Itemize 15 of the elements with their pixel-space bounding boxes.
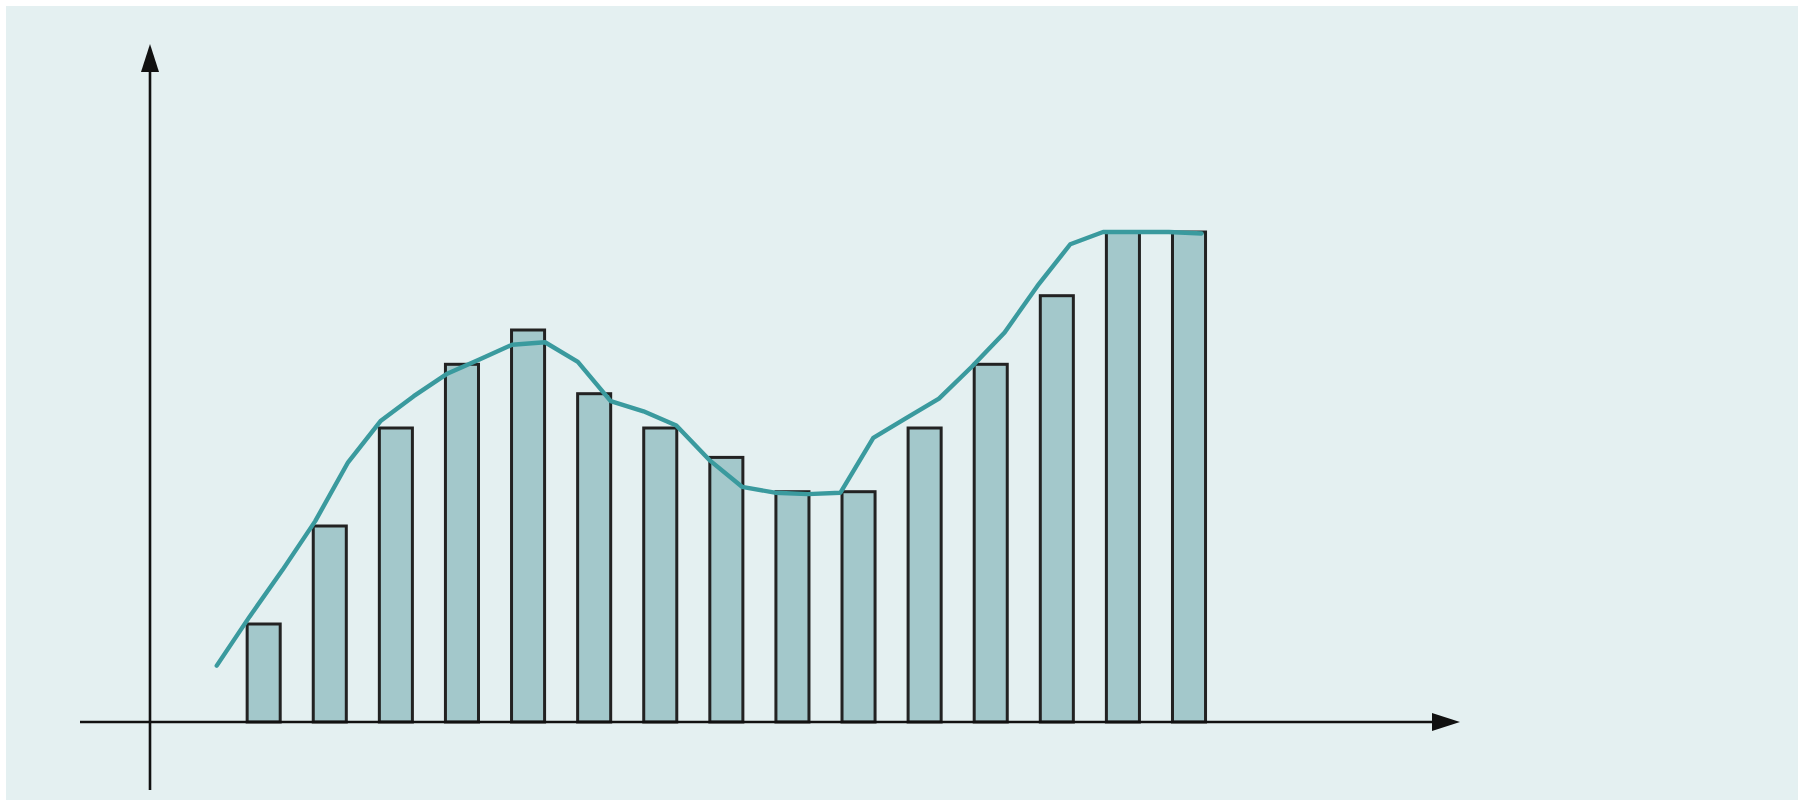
- bar: [906, 426, 943, 724]
- bar: [311, 524, 348, 724]
- bar: [576, 392, 613, 724]
- bar: [840, 490, 877, 724]
- bar: [972, 362, 1009, 724]
- bar: [1038, 294, 1075, 724]
- bar: [774, 490, 811, 724]
- bar: [510, 328, 547, 724]
- bar: [642, 426, 679, 724]
- bar: [377, 426, 414, 724]
- bar: [1104, 230, 1141, 724]
- bar: [708, 455, 745, 724]
- bar: [245, 622, 282, 724]
- bar: [443, 362, 480, 724]
- bar: [1170, 230, 1208, 724]
